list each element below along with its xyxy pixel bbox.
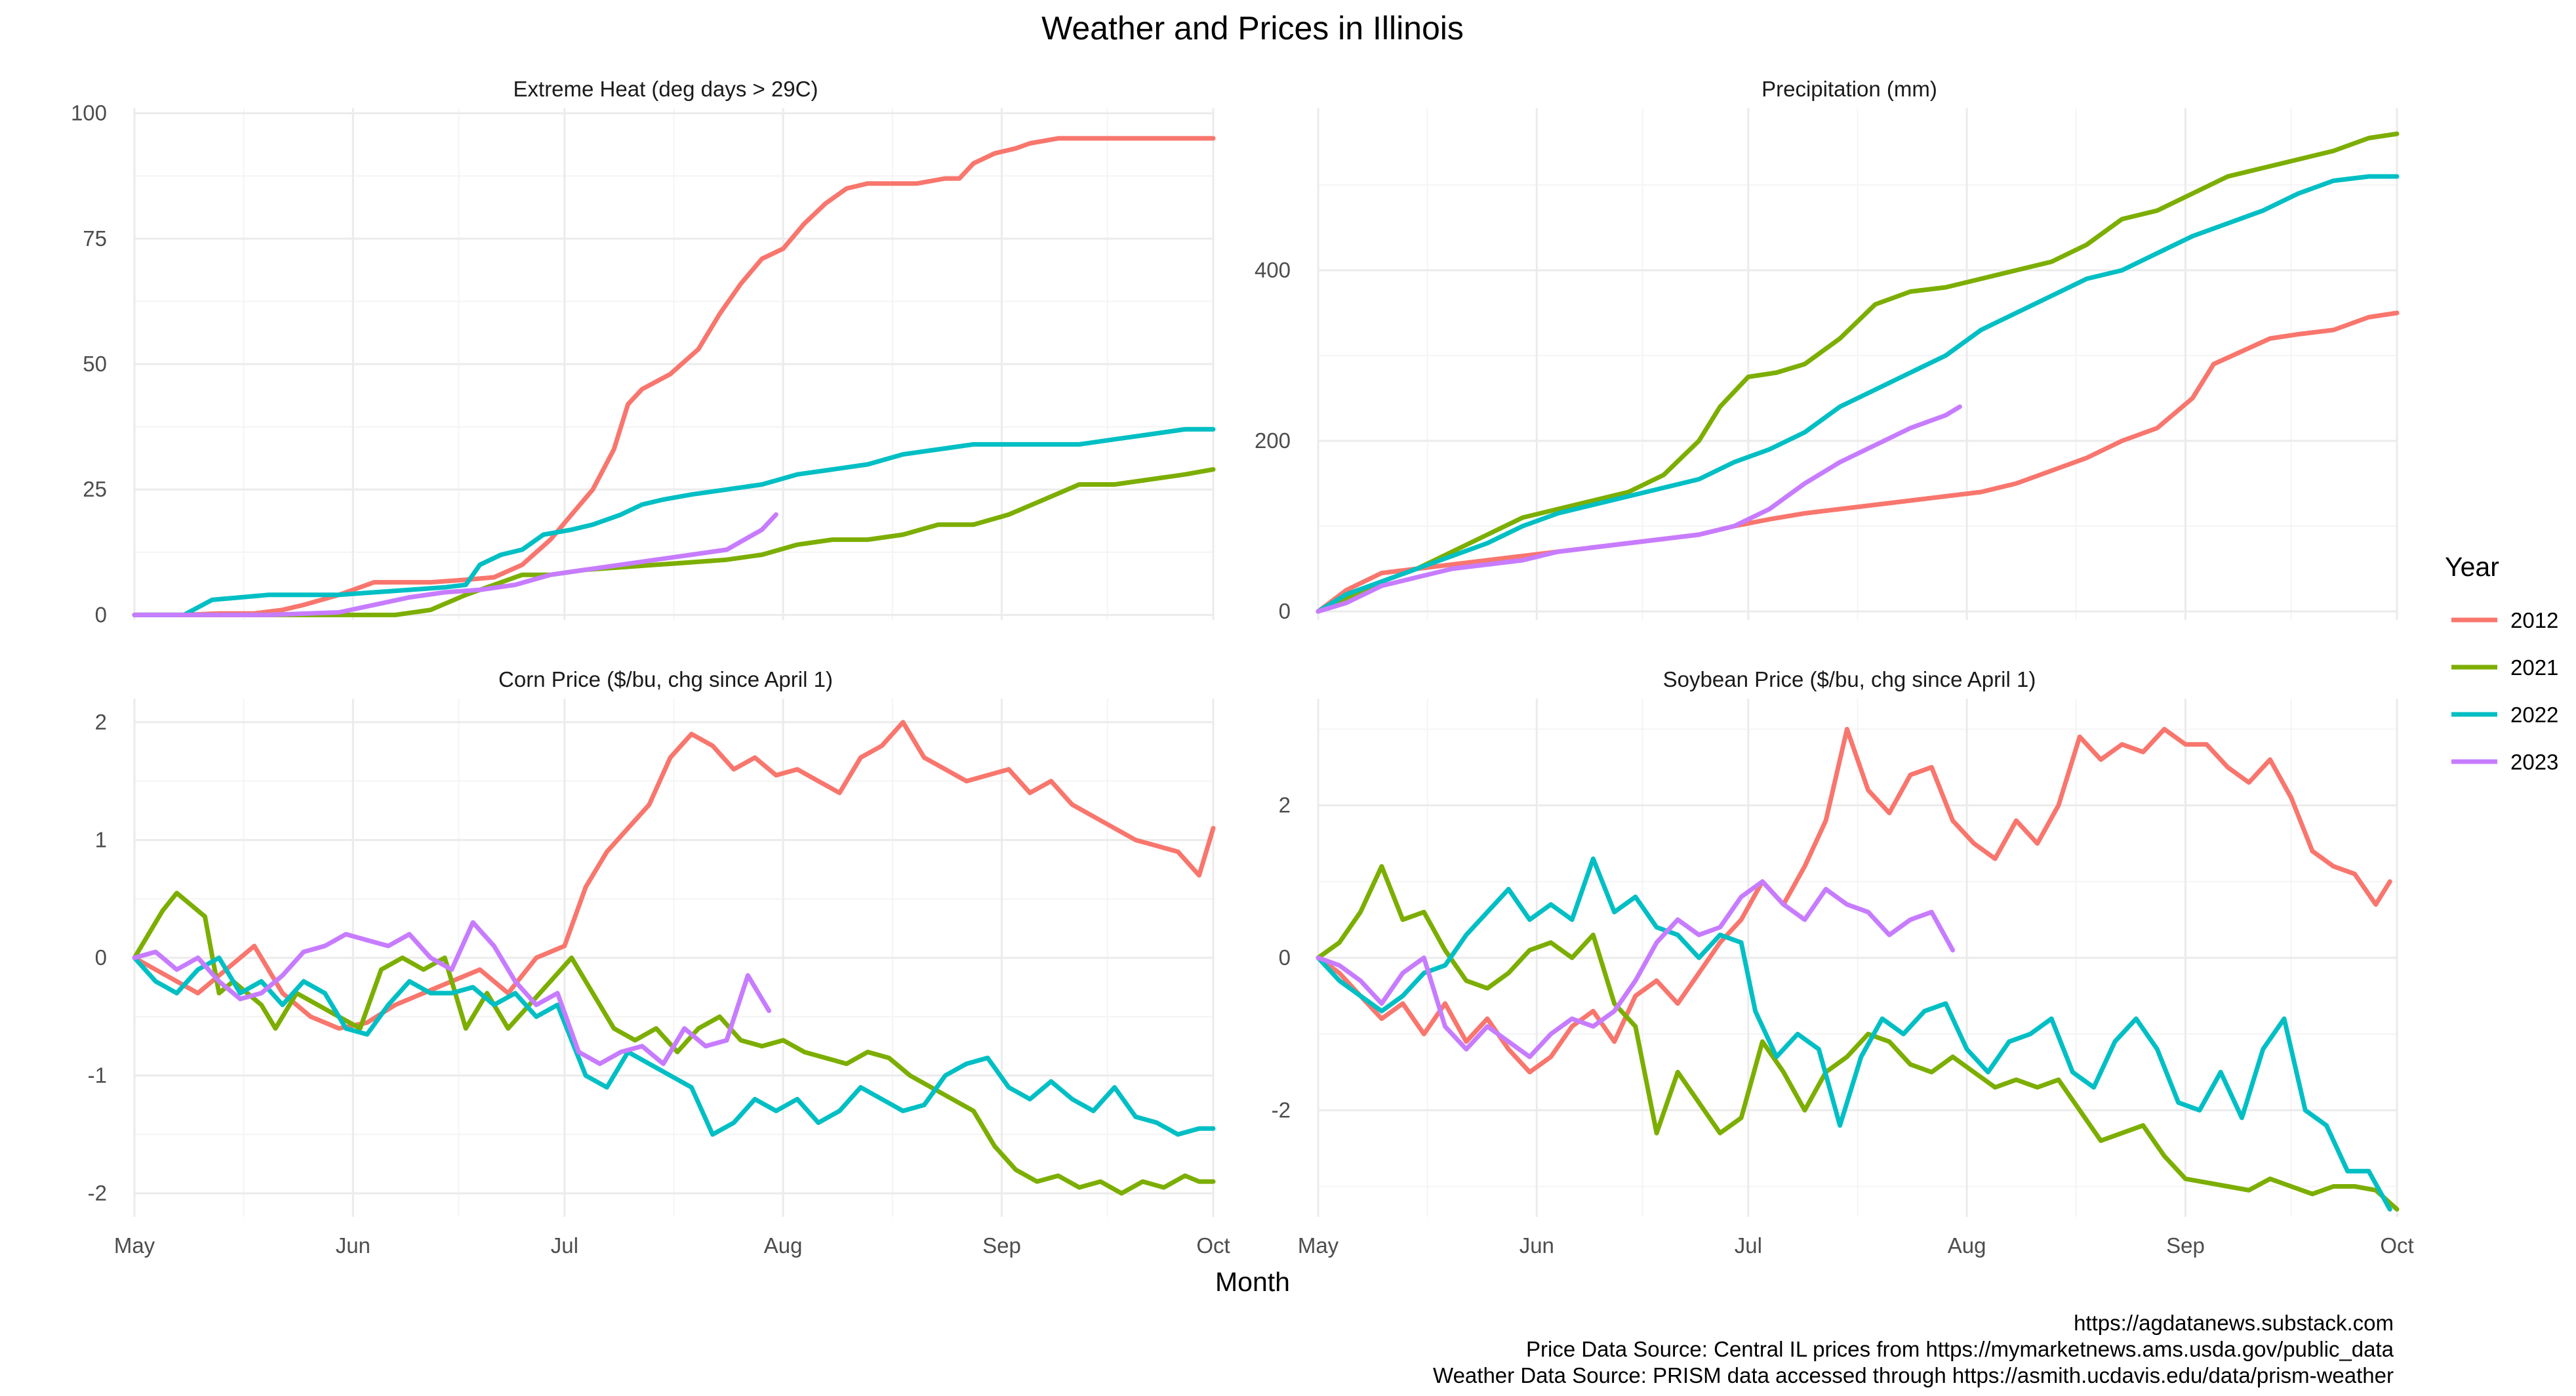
x-tick-label: Jul bbox=[1735, 1233, 1762, 1258]
legend-entry-2023: 2023 bbox=[2451, 750, 2558, 774]
facet-panels: Extreme Heat (deg days > 29C)0255075100P… bbox=[71, 77, 2414, 1258]
series-line-heat-2021 bbox=[132, 467, 1216, 617]
y-tick-label: 0 bbox=[95, 945, 107, 970]
series-line-precip-2023 bbox=[1316, 404, 1962, 614]
panel-soy: Soybean Price ($/bu, chg since April 1) -… bbox=[1272, 667, 2414, 1258]
legend-entry-2012: 2012 bbox=[2451, 608, 2558, 632]
y-tick-label: 100 bbox=[71, 101, 107, 125]
series-line-soy-2022 bbox=[1316, 856, 2392, 1212]
x-tick-label: Jun bbox=[1519, 1233, 1554, 1258]
legend-label-2022: 2022 bbox=[2510, 703, 2558, 727]
x-tick-label: Jul bbox=[551, 1233, 578, 1258]
series-line-heat-2023 bbox=[132, 512, 778, 617]
facet-title-soy: Soybean Price ($/bu, chg since April 1) bbox=[1663, 667, 2036, 691]
y-tick-label: 200 bbox=[1255, 428, 1291, 453]
caption-line-3: Weather Data Source: PRISM data accessed… bbox=[1433, 1363, 2394, 1387]
series-line-heat-2022 bbox=[132, 426, 1216, 617]
caption-line-2: Price Data Source: Central IL prices fro… bbox=[1526, 1337, 2394, 1361]
legend-entry-2021: 2021 bbox=[2451, 655, 2558, 680]
x-axis-title: Month bbox=[1215, 1267, 1290, 1297]
series-line-precip-2022 bbox=[1316, 174, 2400, 614]
series-line-heat-2012 bbox=[132, 136, 1216, 617]
y-tick-label: -1 bbox=[88, 1063, 107, 1088]
series-line-corn-2023 bbox=[132, 920, 772, 1067]
y-tick-label: 2 bbox=[1279, 793, 1291, 817]
x-tick-label: Aug bbox=[1948, 1233, 1986, 1258]
facet-title-heat: Extreme Heat (deg days > 29C) bbox=[513, 77, 818, 101]
y-tick-label: 25 bbox=[83, 477, 107, 501]
x-tick-label: May bbox=[114, 1233, 155, 1258]
y-tick-label: -2 bbox=[1272, 1098, 1291, 1122]
caption-line-1: https://agdatanews.substack.com bbox=[2074, 1311, 2394, 1335]
panel-heat: Extreme Heat (deg days > 29C) 0 25 50 75 100 bbox=[71, 77, 1216, 626]
x-tick-label: Sep bbox=[2166, 1233, 2205, 1258]
x-tick-label: Jun bbox=[336, 1233, 371, 1258]
panel-precip: Precipitation (mm) 0 200 400 bbox=[1255, 77, 2400, 623]
y-tick-label: 50 bbox=[83, 352, 107, 376]
legend-entry-2022: 2022 bbox=[2451, 703, 2558, 727]
y-tick-label: -2 bbox=[88, 1181, 107, 1205]
x-tick-label: May bbox=[1298, 1233, 1339, 1258]
panel-corn: Corn Price ($/bu, chg since April 1) -2 -1… bbox=[88, 667, 1230, 1258]
series-line-soy-2012 bbox=[1316, 727, 2392, 1075]
legend-label-2021: 2021 bbox=[2510, 655, 2558, 680]
legend-label-2012: 2012 bbox=[2510, 608, 2558, 632]
legend-label-2023: 2023 bbox=[2510, 750, 2558, 774]
y-tick-label: 0 bbox=[1279, 599, 1291, 623]
y-tick-label: 400 bbox=[1255, 258, 1291, 282]
series-line-precip-2021 bbox=[1316, 131, 2400, 614]
x-tick-label: Sep bbox=[982, 1233, 1021, 1258]
legend-title: Year bbox=[2445, 552, 2499, 582]
y-tick-label: 0 bbox=[1279, 945, 1291, 970]
caption: https://agdatanews.substack.com Price Da… bbox=[1433, 1311, 2394, 1387]
y-tick-label: 2 bbox=[95, 710, 107, 734]
series-line-soy-2023 bbox=[1316, 879, 1956, 1059]
y-tick-label: 1 bbox=[95, 827, 107, 852]
x-tick-label: Aug bbox=[764, 1233, 803, 1258]
facet-title-corn: Corn Price ($/bu, chg since April 1) bbox=[498, 667, 833, 691]
series-line-soy-2021 bbox=[1316, 864, 2400, 1212]
series-line-precip-2012 bbox=[1316, 310, 2400, 614]
series-line-corn-2021 bbox=[132, 890, 1216, 1196]
x-tick-label: Oct bbox=[1196, 1233, 1230, 1258]
facet-title-precip: Precipitation (mm) bbox=[1761, 77, 1937, 101]
x-tick-label: Oct bbox=[2380, 1233, 2413, 1258]
series-line-corn-2022 bbox=[132, 955, 1216, 1137]
y-tick-label: 0 bbox=[95, 602, 107, 626]
y-tick-label: 75 bbox=[83, 226, 107, 251]
series-line-corn-2012 bbox=[132, 720, 1216, 1031]
legend: Year 2012 2021 2022 2023 bbox=[2445, 552, 2558, 774]
chart-title: Weather and Prices in Illinois bbox=[1041, 10, 1464, 47]
